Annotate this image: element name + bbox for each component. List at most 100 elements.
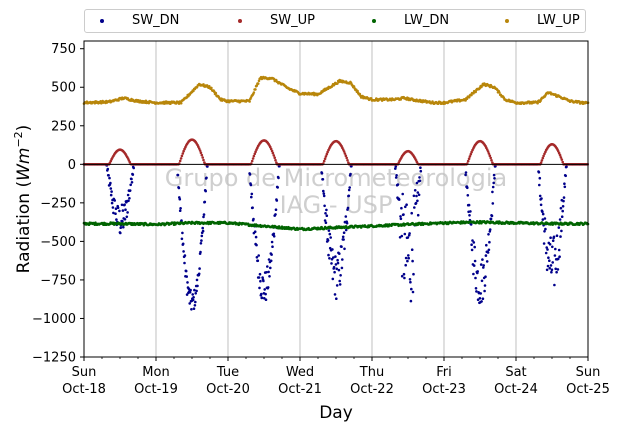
point-sw-dn	[181, 231, 184, 235]
point-sw-dn	[195, 289, 198, 293]
point-sw-dn	[401, 192, 405, 196]
point-sw-dn	[492, 181, 496, 185]
y-axis-label: Radiation (Wm−2)	[12, 125, 34, 274]
point-sw-up	[470, 150, 473, 154]
point-sw-dn	[560, 215, 564, 218]
point-sw-dn	[541, 212, 545, 216]
point-sw-dn	[341, 258, 344, 261]
point-sw-dn	[411, 259, 414, 263]
point-sw-up	[560, 158, 564, 161]
point-lw-up	[252, 91, 256, 94]
point-sw-dn	[345, 221, 349, 225]
point-sw-dn	[491, 202, 495, 205]
point-sw-dn	[548, 259, 551, 263]
point-sw-dn	[554, 247, 557, 251]
point-sw-dn	[554, 267, 557, 271]
point-sw-dn	[331, 277, 335, 281]
point-sw-dn	[196, 284, 199, 288]
point-sw-dn	[563, 185, 567, 189]
point-sw-dn	[185, 293, 189, 296]
point-sw-dn	[113, 199, 116, 202]
point-sw-dn	[271, 245, 274, 248]
point-sw-dn	[199, 250, 202, 254]
point-sw-up	[254, 150, 257, 153]
point-sw-dn	[261, 276, 264, 279]
point-sw-dn	[340, 266, 344, 270]
point-lw-up	[248, 100, 251, 103]
point-sw-up	[344, 154, 348, 157]
point-sw-dn	[473, 259, 477, 263]
point-sw-dn	[489, 217, 493, 221]
point-sw-dn	[407, 254, 410, 257]
point-sw-up	[250, 159, 254, 163]
point-lw-up	[352, 85, 356, 88]
point-sw-dn	[406, 236, 410, 239]
point-sw-dn	[493, 177, 496, 180]
point-lw-up	[179, 101, 183, 105]
point-sw-dn	[416, 199, 419, 203]
point-lw-up	[474, 90, 478, 94]
point-sw-dn	[560, 229, 563, 233]
x-tick-day: Sun	[576, 365, 601, 380]
point-sw-up	[326, 150, 329, 154]
point-sw-dn	[333, 293, 337, 296]
point-sw-up	[469, 152, 473, 156]
point-sw-dn	[404, 256, 408, 260]
point-sw-dn	[128, 189, 132, 192]
point-sw-dn	[188, 302, 191, 305]
point-sw-dn	[412, 194, 416, 198]
point-sw-dn	[559, 235, 562, 238]
legend-label-sw-dn: SW_DN	[132, 13, 180, 28]
point-sw-dn	[257, 276, 261, 279]
point-sw-dn	[270, 240, 274, 244]
point-sw-dn	[266, 265, 269, 268]
plot-area	[84, 41, 588, 357]
legend-marker-sw-dn	[100, 18, 104, 23]
point-sw-dn	[124, 208, 127, 211]
point-sw-up	[180, 154, 184, 158]
y-tick-label: 750	[51, 42, 76, 57]
point-sw-dn	[419, 169, 423, 173]
point-sw-dn	[328, 232, 332, 236]
point-sw-dn	[543, 217, 547, 220]
point-sw-dn	[329, 236, 333, 239]
point-sw-dn	[323, 219, 327, 222]
point-sw-dn	[330, 262, 333, 265]
point-sw-dn	[183, 261, 186, 265]
point-sw-dn	[256, 259, 260, 263]
point-sw-dn	[342, 231, 346, 234]
point-sw-dn	[266, 286, 270, 289]
point-sw-dn	[562, 199, 565, 203]
point-sw-dn	[548, 266, 551, 270]
point-sw-dn	[258, 272, 262, 276]
point-sw-dn	[335, 297, 338, 301]
point-sw-dn	[260, 296, 264, 300]
legend-marker-sw-up	[238, 18, 242, 23]
point-sw-dn	[131, 173, 135, 176]
point-sw-dn	[110, 190, 113, 193]
point-sw-dn	[327, 229, 331, 232]
point-sw-up	[322, 159, 326, 163]
point-sw-dn	[335, 284, 339, 287]
point-sw-dn	[333, 270, 336, 274]
point-sw-up	[202, 158, 205, 162]
point-sw-dn	[338, 279, 342, 283]
point-sw-dn	[470, 248, 474, 252]
point-sw-dn	[464, 173, 467, 177]
point-sw-up	[325, 152, 329, 156]
point-sw-dn	[321, 178, 325, 181]
point-sw-dn	[492, 173, 496, 177]
point-sw-dn	[335, 267, 339, 271]
point-sw-dn	[555, 234, 559, 237]
point-sw-dn	[268, 275, 271, 278]
point-sw-dn	[179, 207, 182, 210]
point-sw-dn	[350, 165, 353, 168]
point-sw-up	[198, 149, 202, 152]
legend-label-sw-up: SW_UP	[270, 13, 315, 28]
point-sw-dn	[108, 176, 111, 180]
point-sw-dn	[484, 275, 487, 279]
point-lw-up	[370, 97, 373, 100]
point-sw-dn	[250, 192, 254, 196]
point-sw-up	[269, 147, 273, 151]
